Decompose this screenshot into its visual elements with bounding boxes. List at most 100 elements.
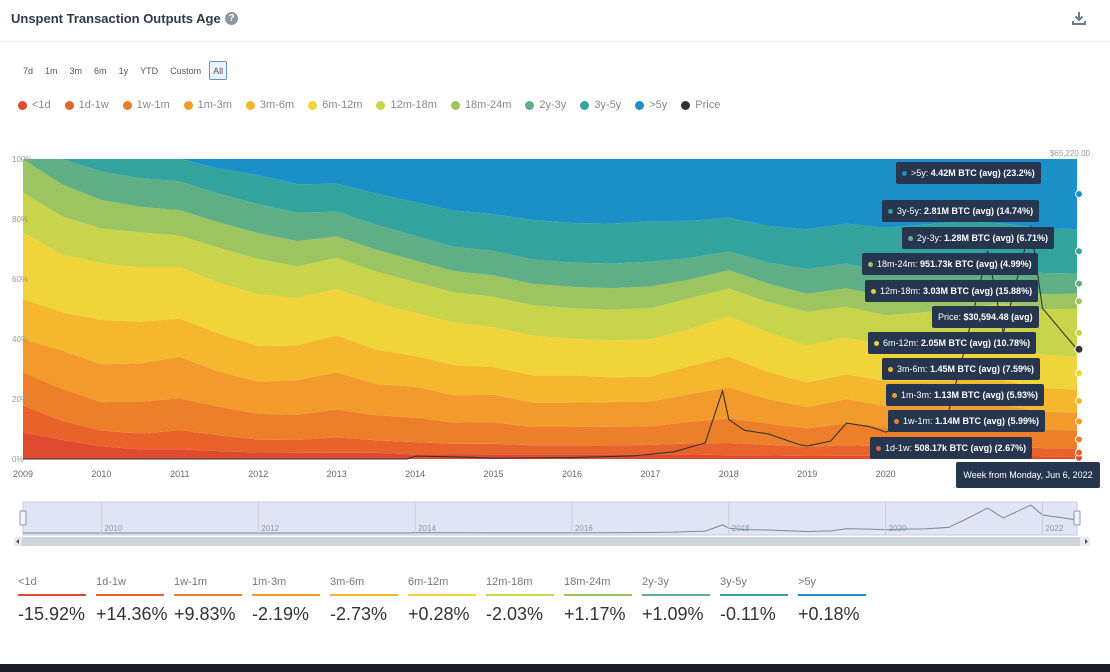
legend-item[interactable]: 12m-18m <box>376 99 437 111</box>
hover-marker <box>1075 190 1083 199</box>
area-band-12m-18m[interactable] <box>23 192 1077 357</box>
help-icon[interactable]: ? <box>225 12 238 25</box>
range-button-6m[interactable]: 6m <box>94 66 107 76</box>
legend-marker <box>525 100 535 110</box>
scroll-right-arrow-icon[interactable] <box>1085 539 1088 544</box>
tooltip-marker <box>871 289 876 295</box>
stat-label: <1d <box>18 576 37 588</box>
stat-label: 2y-3y <box>642 576 669 588</box>
stat-color-bar <box>486 594 554 596</box>
area-band--5y[interactable] <box>23 159 1077 230</box>
range-button-all[interactable]: All <box>209 61 228 80</box>
navigator-tick-label: 2016 <box>575 524 593 533</box>
stat-label: 18m-24m <box>564 576 611 588</box>
stat-color-bar <box>720 594 788 596</box>
legend-marker <box>18 100 27 110</box>
y-tick-label: 100% <box>12 155 32 164</box>
price-hover-marker <box>1074 344 1084 354</box>
hover-marker <box>1075 247 1083 256</box>
scrollbar-thumb[interactable] <box>22 537 1080 546</box>
legend-item[interactable]: 2y-3y <box>525 99 566 111</box>
range-button-1m[interactable]: 1m <box>45 66 58 76</box>
tooltip-marker <box>874 341 879 347</box>
area-band-1w-1m[interactable] <box>23 372 1077 449</box>
range-button-ytd[interactable]: YTD <box>140 66 159 76</box>
navigator-left-handle[interactable] <box>19 510 27 526</box>
area-band-3m-6m[interactable] <box>23 299 1077 413</box>
legend-item[interactable]: 18m-24m <box>450 99 511 111</box>
legend-item[interactable]: 6m-12m <box>308 99 362 111</box>
tooltip-value: 508.17k BTC (avg) (2.67%) <box>914 443 1027 453</box>
stat-color-bar <box>174 594 242 596</box>
tooltip-row: 3y-5y: 2.81M BTC (avg) (14.74%) <box>882 200 1040 222</box>
range-button-custom[interactable]: Custom <box>170 66 202 76</box>
tooltip-value: 1.14M BTC (avg) (5.99%) <box>935 416 1040 426</box>
legend-label: 3m-6m <box>259 99 295 111</box>
x-tick-label: 2013 <box>327 469 347 479</box>
legend-item[interactable]: 3m-6m <box>245 99 295 111</box>
tooltip-value: 4.42M BTC (avg) (23.2%) <box>930 168 1035 178</box>
range-button-1y[interactable]: 1y <box>118 66 129 76</box>
stat-value: -0.11% <box>720 604 776 624</box>
download-icon[interactable] <box>1071 10 1087 26</box>
stat-color-bar <box>564 594 632 596</box>
stat-value: -2.73% <box>330 604 388 624</box>
stat-label: 1w-1m <box>174 576 208 588</box>
tooltip-value: $30,594.48 (avg) <box>963 312 1033 322</box>
legend-label: 2y-3y <box>539 99 567 111</box>
legend-label: 1d-1w <box>78 99 109 111</box>
legend-item[interactable]: 1m-3m <box>183 99 232 111</box>
range-button-7d[interactable]: 7d <box>23 66 34 76</box>
tooltip-value: 951.73k BTC (avg) (4.99%) <box>920 259 1032 269</box>
tooltip-row: 1d-1w: 508.17k BTC (avg) (2.67%) <box>870 437 1033 459</box>
range-navigator[interactable]: 2010 2012 2014 2016 2018 2020 2022 <box>0 495 1110 550</box>
stat-value: -15.92% <box>18 604 86 624</box>
navigator-window[interactable] <box>22 501 1078 536</box>
tooltip-week-label: Week from Monday, Jun 6, 2022 <box>956 462 1100 488</box>
legend-item[interactable]: 1w-1m <box>122 99 170 111</box>
x-tick-label: 2012 <box>248 469 268 479</box>
stat-item: 1m-3m -2.19% <box>252 576 322 625</box>
legend-marker <box>64 100 74 110</box>
tooltip-value: 1.13M BTC (avg) (5.93%) <box>934 390 1039 400</box>
x-tick-label: 2009 <box>13 469 33 479</box>
chart-title: Unspent Transaction Outputs Age <box>11 11 221 26</box>
stat-item: 18m-24m +1.17% <box>564 576 634 625</box>
area-band-1d-1w[interactable] <box>23 405 1077 457</box>
legend-item[interactable]: Price <box>681 99 720 111</box>
y-tick-label: 60% <box>12 275 28 284</box>
tooltip-value: 3.03M BTC (avg) (15.88%) <box>923 286 1033 296</box>
scroll-left-arrow-icon[interactable] <box>16 539 19 544</box>
legend-marker <box>376 100 386 110</box>
legend-item[interactable]: 1d-1w <box>64 99 109 111</box>
stat-value: -2.19% <box>252 604 310 624</box>
stat-label: 1m-3m <box>252 576 287 588</box>
area-band-6m-12m[interactable] <box>23 232 1077 390</box>
legend-marker <box>122 100 132 110</box>
stat-value: -2.03% <box>486 604 544 624</box>
range-button-3m[interactable]: 3m <box>69 66 83 76</box>
navigator-tick-label: 2020 <box>889 524 907 533</box>
stat-item: >5y +0.18% <box>798 576 868 625</box>
legend-label: 1w-1m <box>136 99 170 111</box>
chart-header: Unspent Transaction Outputs Age ? <box>0 0 1110 42</box>
area-band-3y-5y[interactable] <box>23 159 1077 274</box>
legend-item[interactable]: 3y-5y <box>580 99 621 111</box>
tooltip-value: 1.28M BTC (avg) (6.71%) <box>944 233 1049 243</box>
navigator-tick-label: 2018 <box>732 524 750 533</box>
stat-color-bar <box>18 594 86 596</box>
stat-color-bar <box>408 594 476 596</box>
stat-label: 1d-1w <box>96 576 126 588</box>
tooltip-value: 1.45M BTC (avg) (7.59%) <box>930 364 1035 374</box>
chart-legend: <1d 1d-1w 1w-1m 1m-3m 3m-6m 6m-12m 12m-18m 18m-… <box>18 99 720 111</box>
legend-item[interactable]: <1d <box>18 99 51 111</box>
stat-item: 3y-5y -0.11% <box>720 576 790 625</box>
navigator-price-line <box>23 504 1078 534</box>
tooltip-marker <box>876 446 881 452</box>
tooltip-marker <box>908 236 913 242</box>
navigator-right-handle[interactable] <box>1073 510 1081 526</box>
legend-item[interactable]: >5y <box>635 99 667 111</box>
stat-value: +1.17% <box>564 604 626 624</box>
area-band-1m-3m[interactable] <box>23 339 1077 431</box>
